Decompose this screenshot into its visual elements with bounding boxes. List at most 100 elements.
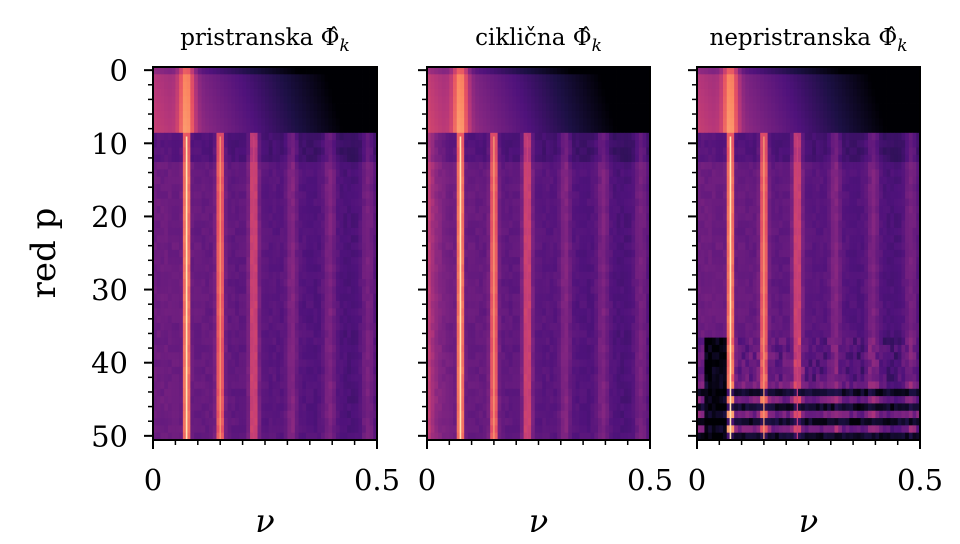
heatmap-cell [224,272,228,280]
heatmap-cell [509,213,513,221]
heatmap-cell [157,155,161,163]
heatmap-cell [175,228,179,236]
heatmap-cell [553,74,557,82]
heatmap-cell [434,133,438,141]
heatmap-cell [243,228,247,236]
heatmap-cell [224,411,228,419]
heatmap-cell [306,301,310,309]
heatmap-cell [284,74,288,82]
heatmap-cell [602,272,606,280]
heatmap-cell [442,199,446,207]
heatmap-cell [239,272,243,280]
heatmap-cell [220,250,224,258]
heatmap-cell [362,140,366,148]
heatmap-cell [284,308,288,316]
heatmap-cell [362,67,366,75]
heatmap-cell [568,111,572,119]
heatmap-cell [239,286,243,294]
heatmap-cell [490,118,494,126]
heatmap-cell [479,206,483,214]
heatmap-cell [516,177,520,185]
heatmap-cell [605,279,609,287]
heatmap-cell [535,162,539,170]
heatmap-cell [442,162,446,170]
heatmap-cell [557,111,561,119]
heatmap-cell [472,279,476,287]
heatmap-cell [617,272,621,280]
heatmap-cell [587,264,591,272]
heatmap-cell [531,82,535,90]
heatmap-cell [442,177,446,185]
heatmap-cell [172,118,176,126]
heatmap-cell [325,199,329,207]
heatmap-cell [291,235,295,243]
heatmap-cell [276,257,280,265]
heatmap-cell [442,213,446,221]
heatmap-cell [291,221,295,229]
heatmap-cell [269,286,273,294]
heatmap-cell [587,257,591,265]
heatmap-cell [613,177,617,185]
heatmap-cell [598,118,602,126]
heatmap-cell [190,213,194,221]
heatmap-cell [453,250,457,258]
heatmap-cell [546,213,550,221]
heatmap-cell [355,140,359,148]
heatmap-cell [557,162,561,170]
heatmap-cell [494,140,498,148]
heatmap-cell [431,235,435,243]
heatmap-cell [239,250,243,258]
heatmap-cell [209,82,213,90]
heatmap-cell [284,177,288,185]
heatmap-cell [321,389,325,397]
heatmap-cell [175,74,179,82]
heatmap-cell [479,177,483,185]
heatmap-cell [542,272,546,280]
heatmap-cell [524,126,528,134]
heatmap-cell [302,403,306,411]
heatmap-cell [358,67,362,75]
heatmap-cell [265,147,269,155]
heatmap-cell [347,206,351,214]
heatmap-cell [246,294,250,302]
heatmap-cell [209,213,213,221]
heatmap-cell [516,104,520,112]
heatmap-cell [291,199,295,207]
heatmap-cell [486,177,490,185]
heatmap-cell [228,243,232,251]
heatmap-cell [557,169,561,177]
heatmap-cell [276,191,280,199]
heatmap-cell [340,367,344,375]
heatmap-cell [310,330,314,338]
heatmap-cell [609,250,613,258]
heatmap-cell [276,206,280,214]
heatmap-cell [579,140,583,148]
heatmap-cell [535,272,539,280]
heatmap-cell [272,389,276,397]
heatmap-cell [472,294,476,302]
heatmap-cell [460,118,464,126]
heatmap-cell [284,403,288,411]
heatmap-cell [479,67,483,75]
heatmap-cell [265,111,269,119]
heatmap-cell [370,294,374,302]
heatmap-cell [291,206,295,214]
heatmap-cell [276,338,280,346]
heatmap-cell [269,257,273,265]
heatmap-cell [535,111,539,119]
heatmap-cell [280,199,284,207]
heatmap-cell [583,264,587,272]
heatmap-cell [228,330,232,338]
heatmap-cell [591,213,595,221]
heatmap-cell [501,213,505,221]
heatmap-cell [287,367,291,375]
heatmap-cell [561,191,565,199]
heatmap-cell [205,221,209,229]
heatmap-cell [620,213,624,221]
heatmap-cell [539,74,543,82]
heatmap-cell [314,389,318,397]
heatmap-cell [594,82,598,90]
heatmap-cell [168,257,172,265]
heatmap-cell [347,279,351,287]
heatmap-cell [254,330,258,338]
